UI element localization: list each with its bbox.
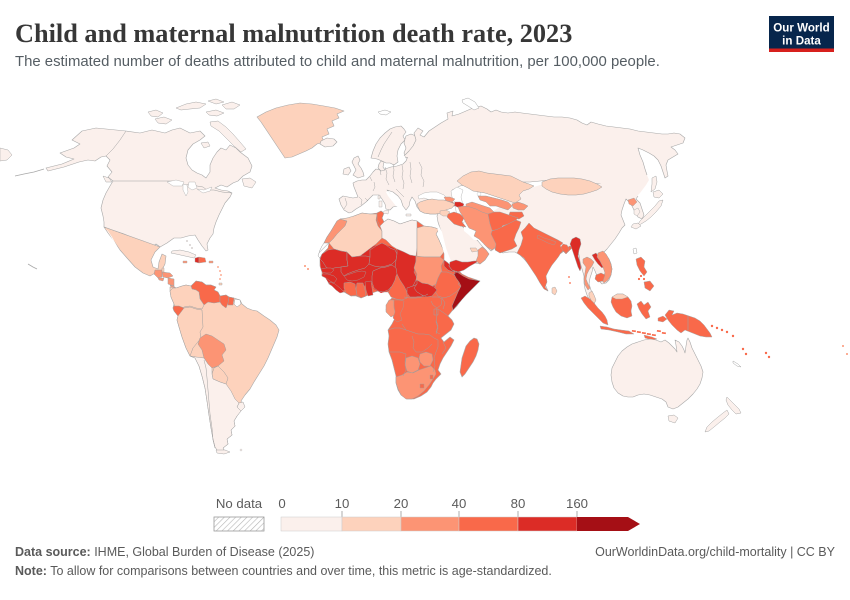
svg-text:Child and maternal malnutritio: Child and maternal malnutrition death ra… <box>15 19 572 48</box>
svg-text:in Data: in Data <box>782 35 821 48</box>
svg-text:No data: No data <box>216 496 263 511</box>
svg-text:0: 0 <box>278 496 285 511</box>
svg-text:10: 10 <box>335 496 350 511</box>
svg-text:40: 40 <box>452 496 467 511</box>
svg-text:Note: To allow for comparisons: Note: To allow for comparisons between c… <box>15 564 552 578</box>
svg-text:80: 80 <box>511 496 526 511</box>
svg-text:20: 20 <box>394 496 409 511</box>
svg-text:OurWorldinData.org/child-morta: OurWorldinData.org/child-mortality | CC … <box>595 545 836 559</box>
svg-text:160: 160 <box>566 496 588 511</box>
svg-text:Our World: Our World <box>773 22 829 35</box>
svg-text:The estimated number of deaths: The estimated number of deaths attribute… <box>15 54 660 70</box>
svg-text:Data source: IHME, Global Burd: Data source: IHME, Global Burden of Dise… <box>15 545 314 559</box>
